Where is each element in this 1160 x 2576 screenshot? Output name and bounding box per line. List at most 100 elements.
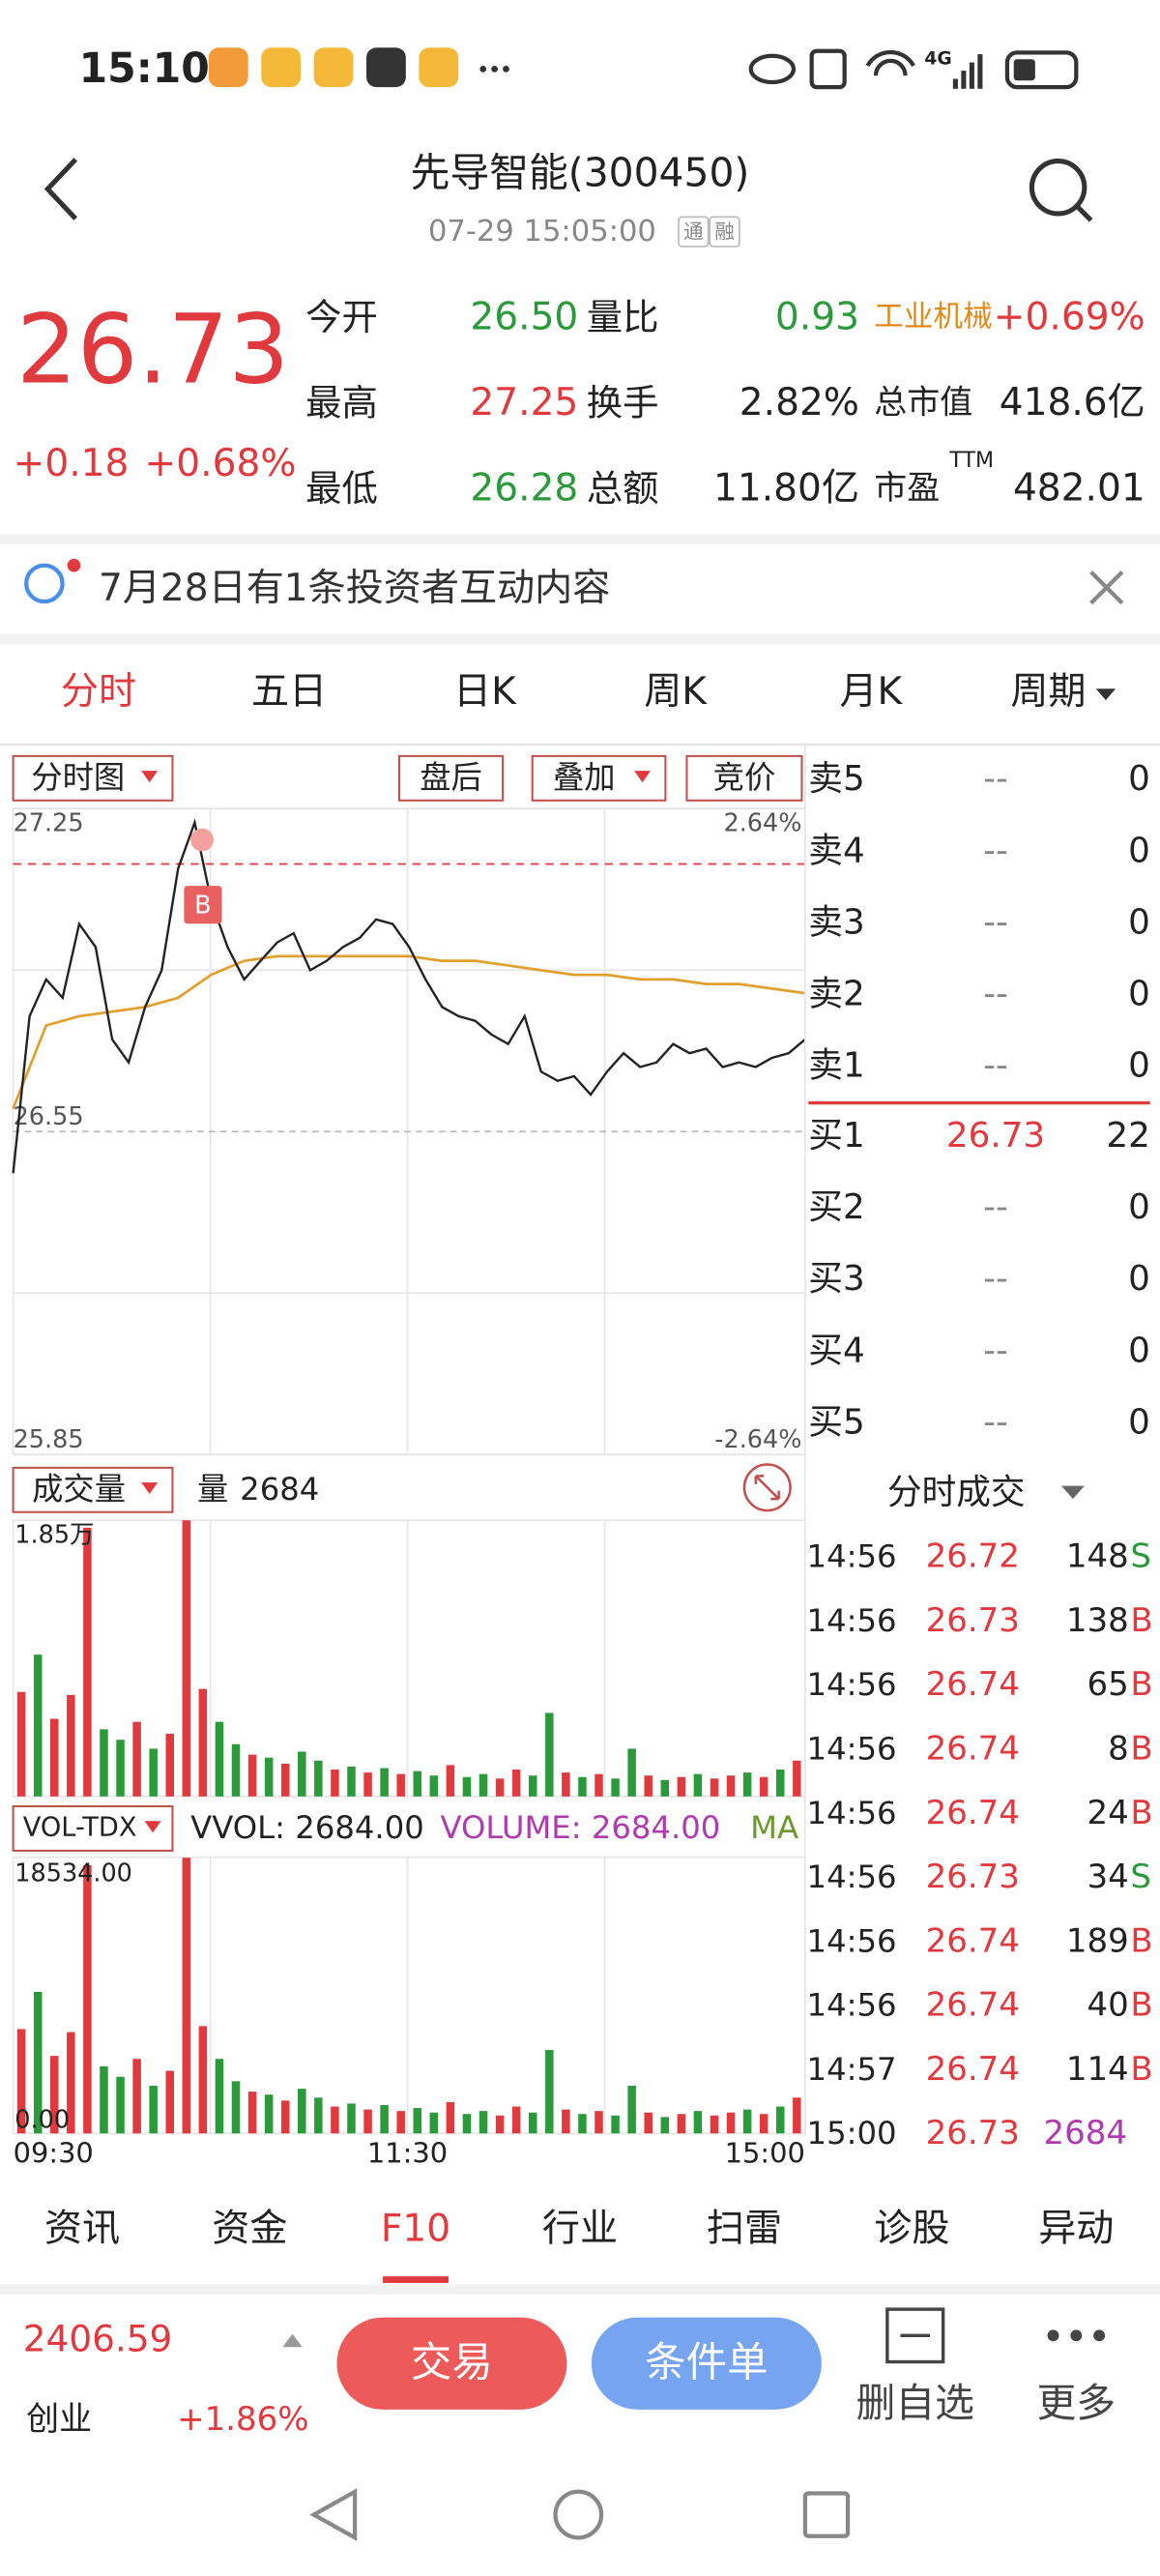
- trade-volume: 114: [1066, 2050, 1129, 2089]
- trade-button[interactable]: [336, 2317, 567, 2410]
- tab[interactable]: 五日: [251, 670, 327, 714]
- nav-home[interactable]: [553, 2489, 604, 2540]
- bottom-tab[interactable]: 资金: [212, 2207, 287, 2250]
- vol-tdx-bar: [298, 2089, 306, 2134]
- volume-bar: [198, 1688, 208, 1797]
- field-value: 26.28: [470, 466, 578, 510]
- y-tick-label: 0.00: [14, 2106, 70, 2135]
- field-value: 2.82%: [740, 381, 859, 424]
- book-price: --: [983, 1046, 1008, 1086]
- search-button[interactable]: [1029, 159, 1088, 217]
- field-value: 11.80亿: [713, 466, 859, 510]
- toolbar-arrow: [141, 771, 159, 783]
- toolbar-button[interactable]: [685, 754, 803, 802]
- book-volume: 22: [1106, 1116, 1149, 1156]
- vol-tdx-bar: [776, 2106, 785, 2134]
- trade-side: B: [1130, 1986, 1152, 2025]
- vol-tdx-bar: [50, 2056, 59, 2134]
- bottom-tab[interactable]: 扫雷: [707, 2207, 782, 2250]
- trade-price: 26.74: [926, 1921, 1020, 1960]
- toolbar-button[interactable]: [12, 754, 174, 802]
- book-label: 卖2: [808, 975, 864, 1014]
- book-price: --: [983, 759, 1008, 799]
- vol-tdx-bar: [231, 2081, 241, 2134]
- notice-text[interactable]: 7月28日有1条投资者互动内容: [99, 567, 610, 610]
- trade-price: 26.73: [926, 2114, 1020, 2152]
- trade-time: 14:56: [807, 1922, 897, 1959]
- book-price: --: [983, 1259, 1008, 1299]
- bottom-tab[interactable]: 异动: [1038, 2207, 1114, 2250]
- x-tick-label: 09:30: [14, 2137, 94, 2170]
- field-label: 今开: [305, 296, 378, 338]
- bottom-tab[interactable]: 诊股: [874, 2207, 949, 2250]
- vol-tdx-bar: [545, 2049, 554, 2134]
- nav-back[interactable]: [309, 2488, 358, 2542]
- trades-title: 分时成交: [887, 1473, 1026, 1512]
- vol-tdx-bar: [314, 2097, 323, 2134]
- status-icon: [419, 47, 459, 88]
- toolbar-button[interactable]: [12, 1466, 174, 1513]
- index-arrow: [282, 2333, 303, 2348]
- toolbar-button[interactable]: [12, 1804, 174, 1852]
- expand-button[interactable]: [742, 1463, 792, 1512]
- pct-label: -2.64%: [714, 1425, 801, 1454]
- field-label: 市盈: [874, 469, 940, 508]
- tab[interactable]: 周期: [1010, 670, 1086, 714]
- tab[interactable]: 周K: [644, 670, 708, 714]
- book-price: --: [983, 902, 1008, 942]
- vol-tdx-bar: [33, 1991, 43, 2134]
- vol-tdx-bar: [83, 1864, 92, 2134]
- trade-price: 26.73: [926, 1858, 1020, 1896]
- field-label: 工业机械: [874, 301, 992, 335]
- more-icon: [1047, 2329, 1059, 2342]
- volume-bar: [528, 1775, 537, 1797]
- tab[interactable]: 日K: [453, 670, 517, 714]
- vol-tdx-bar: [182, 1858, 191, 2134]
- bottom-tab[interactable]: F10: [381, 2207, 450, 2250]
- toolbar-label: 竞价: [713, 759, 776, 796]
- volume-bar: [446, 1765, 455, 1797]
- volume-bar: [726, 1775, 736, 1797]
- bottom-tab[interactable]: 资讯: [44, 2207, 120, 2250]
- trade-time: 14:56: [807, 1602, 897, 1639]
- chart-frame: [12, 1519, 806, 1798]
- action-label[interactable]: 删自选: [856, 2380, 974, 2426]
- price-change-pct: +0.68%: [145, 442, 297, 485]
- action-label[interactable]: 更多: [1037, 2380, 1116, 2426]
- status-time: 15:10: [79, 45, 210, 93]
- condition-button[interactable]: [591, 2317, 822, 2410]
- trade-price: 26.72: [926, 1537, 1020, 1576]
- toolbar-button[interactable]: [398, 754, 505, 802]
- back-button[interactable]: [44, 158, 78, 220]
- volume-bar: [116, 1740, 125, 1797]
- book-volume: 0: [1128, 902, 1150, 942]
- status-icon: [366, 47, 406, 88]
- status-icon: [208, 47, 248, 88]
- status-more: [491, 65, 499, 73]
- vol-tdx-bar: [495, 2115, 505, 2134]
- trade-time: 14:56: [807, 1731, 897, 1768]
- toolbar-label: 叠加: [553, 759, 616, 796]
- tab[interactable]: 月K: [839, 670, 903, 714]
- nav-recent[interactable]: [802, 2491, 851, 2538]
- volume-bar: [380, 1768, 389, 1797]
- bottom-tab[interactable]: 行业: [542, 2207, 618, 2250]
- y-tick-label: 18534.00: [14, 1859, 132, 1888]
- book-volume: 0: [1128, 759, 1150, 799]
- book-volume: 0: [1128, 1046, 1150, 1086]
- volume-bar: [132, 1721, 141, 1797]
- volume-bar: [776, 1770, 785, 1797]
- field-label: 总额: [587, 467, 659, 510]
- toolbar-button[interactable]: [531, 754, 667, 802]
- volume-bar: [793, 1760, 801, 1797]
- vol-tdx-bar: [198, 2026, 208, 2134]
- chart-frame: [12, 1856, 806, 2135]
- panel-title: 成交量: [32, 1471, 126, 1508]
- vol-tdx-bar: [67, 2032, 75, 2134]
- trade-side: S: [1130, 1537, 1151, 1576]
- volume-bar: [693, 1773, 703, 1797]
- close-button[interactable]: [1089, 571, 1124, 605]
- volume-bar: [215, 1721, 224, 1797]
- tab[interactable]: 分时: [61, 670, 136, 714]
- vol-tdx-bar: [215, 2059, 224, 2134]
